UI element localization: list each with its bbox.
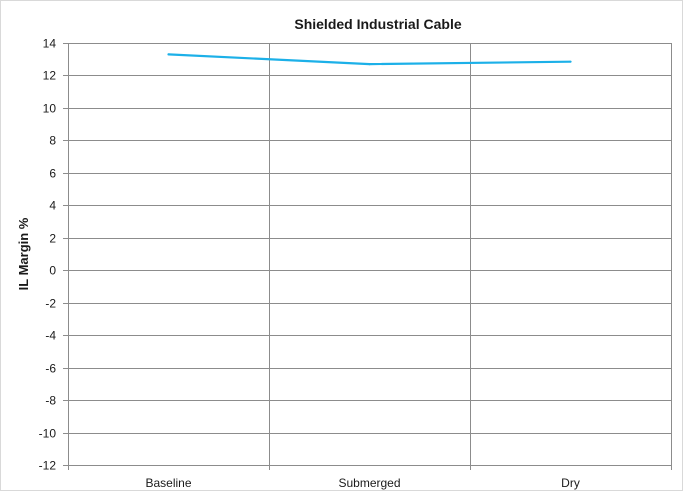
data-point (167, 53, 170, 56)
y-tick-label: -4 (45, 329, 56, 343)
y-tick-label: 8 (49, 134, 56, 148)
y-tick-label: 4 (49, 199, 56, 213)
y-tick-label: 6 (49, 167, 56, 181)
y-tick-label: -6 (45, 362, 56, 376)
x-tick-labels: Baseline Submerged Dry (145, 476, 579, 490)
x-tick-label: Submerged (338, 476, 400, 490)
chart-title: Shielded Industrial Cable (294, 16, 461, 32)
y-tick-label: -2 (45, 297, 56, 311)
data-point (368, 63, 371, 66)
series (167, 53, 572, 66)
axes (63, 43, 69, 466)
x-tick-label: Baseline (145, 476, 191, 490)
y-tick-labels: 14 12 10 8 6 4 2 0 -2 -4 -6 -8 -10 -12 (39, 37, 57, 473)
y-tick-label: 2 (49, 232, 56, 246)
y-tick-label: 0 (49, 264, 56, 278)
y-tick-label: 12 (43, 69, 57, 83)
data-point (569, 60, 572, 63)
y-tick-label: -10 (39, 427, 57, 441)
y-tick-label: -8 (45, 394, 56, 408)
y-tick-label: 10 (43, 102, 57, 116)
y-tick-label: -12 (39, 459, 57, 473)
x-tick-label: Dry (561, 476, 580, 490)
y-axis-label: IL Margin % (16, 217, 31, 290)
gridlines (68, 43, 672, 470)
y-tick-label: 14 (43, 37, 57, 51)
series-line (168, 53, 571, 66)
